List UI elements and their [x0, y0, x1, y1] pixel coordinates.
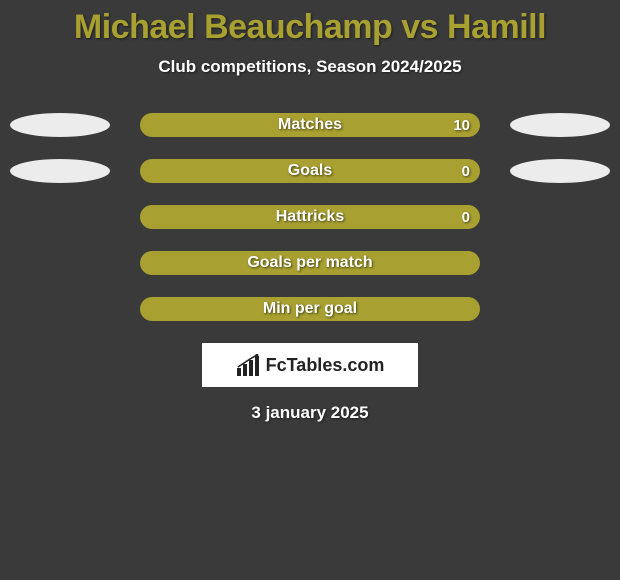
date-text: 3 january 2025	[0, 403, 620, 423]
stat-value: 0	[462, 209, 470, 226]
stat-rows: Matches 10 Goals 0 Hattricks 0 Goals per match…	[0, 113, 620, 321]
stat-row: Min per goal	[0, 297, 620, 321]
left-marker	[10, 159, 110, 183]
title-player2: Hamill	[447, 8, 546, 46]
subtitle: Club competitions, Season 2024/2025	[0, 57, 620, 77]
stat-row: Goals per match	[0, 251, 620, 275]
logo-box: FcTables.com	[202, 343, 418, 387]
stat-bar: Hattricks 0	[140, 205, 480, 229]
stat-value: 10	[453, 117, 470, 134]
stat-bar: Goals 0	[140, 159, 480, 183]
left-marker	[10, 113, 110, 137]
stat-value: 0	[462, 163, 470, 180]
stat-row: Hattricks 0	[0, 205, 620, 229]
stat-label: Min per goal	[263, 300, 357, 318]
bar-chart-icon	[236, 354, 262, 376]
stat-row: Matches 10	[0, 113, 620, 137]
title-vs: vs	[401, 8, 438, 46]
right-marker	[510, 159, 610, 183]
stat-label: Matches	[278, 116, 342, 134]
right-marker	[510, 113, 610, 137]
stat-label: Goals	[288, 162, 332, 180]
stat-bar: Matches 10	[140, 113, 480, 137]
page-title: Michael Beauchamp vs Hamill	[0, 0, 620, 47]
stat-row: Goals 0	[0, 159, 620, 183]
title-player1: Michael Beauchamp	[74, 8, 392, 46]
logo-text: FcTables.com	[266, 355, 385, 376]
stat-label: Hattricks	[276, 208, 344, 226]
stat-bar: Goals per match	[140, 251, 480, 275]
stat-bar: Min per goal	[140, 297, 480, 321]
stat-label: Goals per match	[247, 254, 372, 272]
